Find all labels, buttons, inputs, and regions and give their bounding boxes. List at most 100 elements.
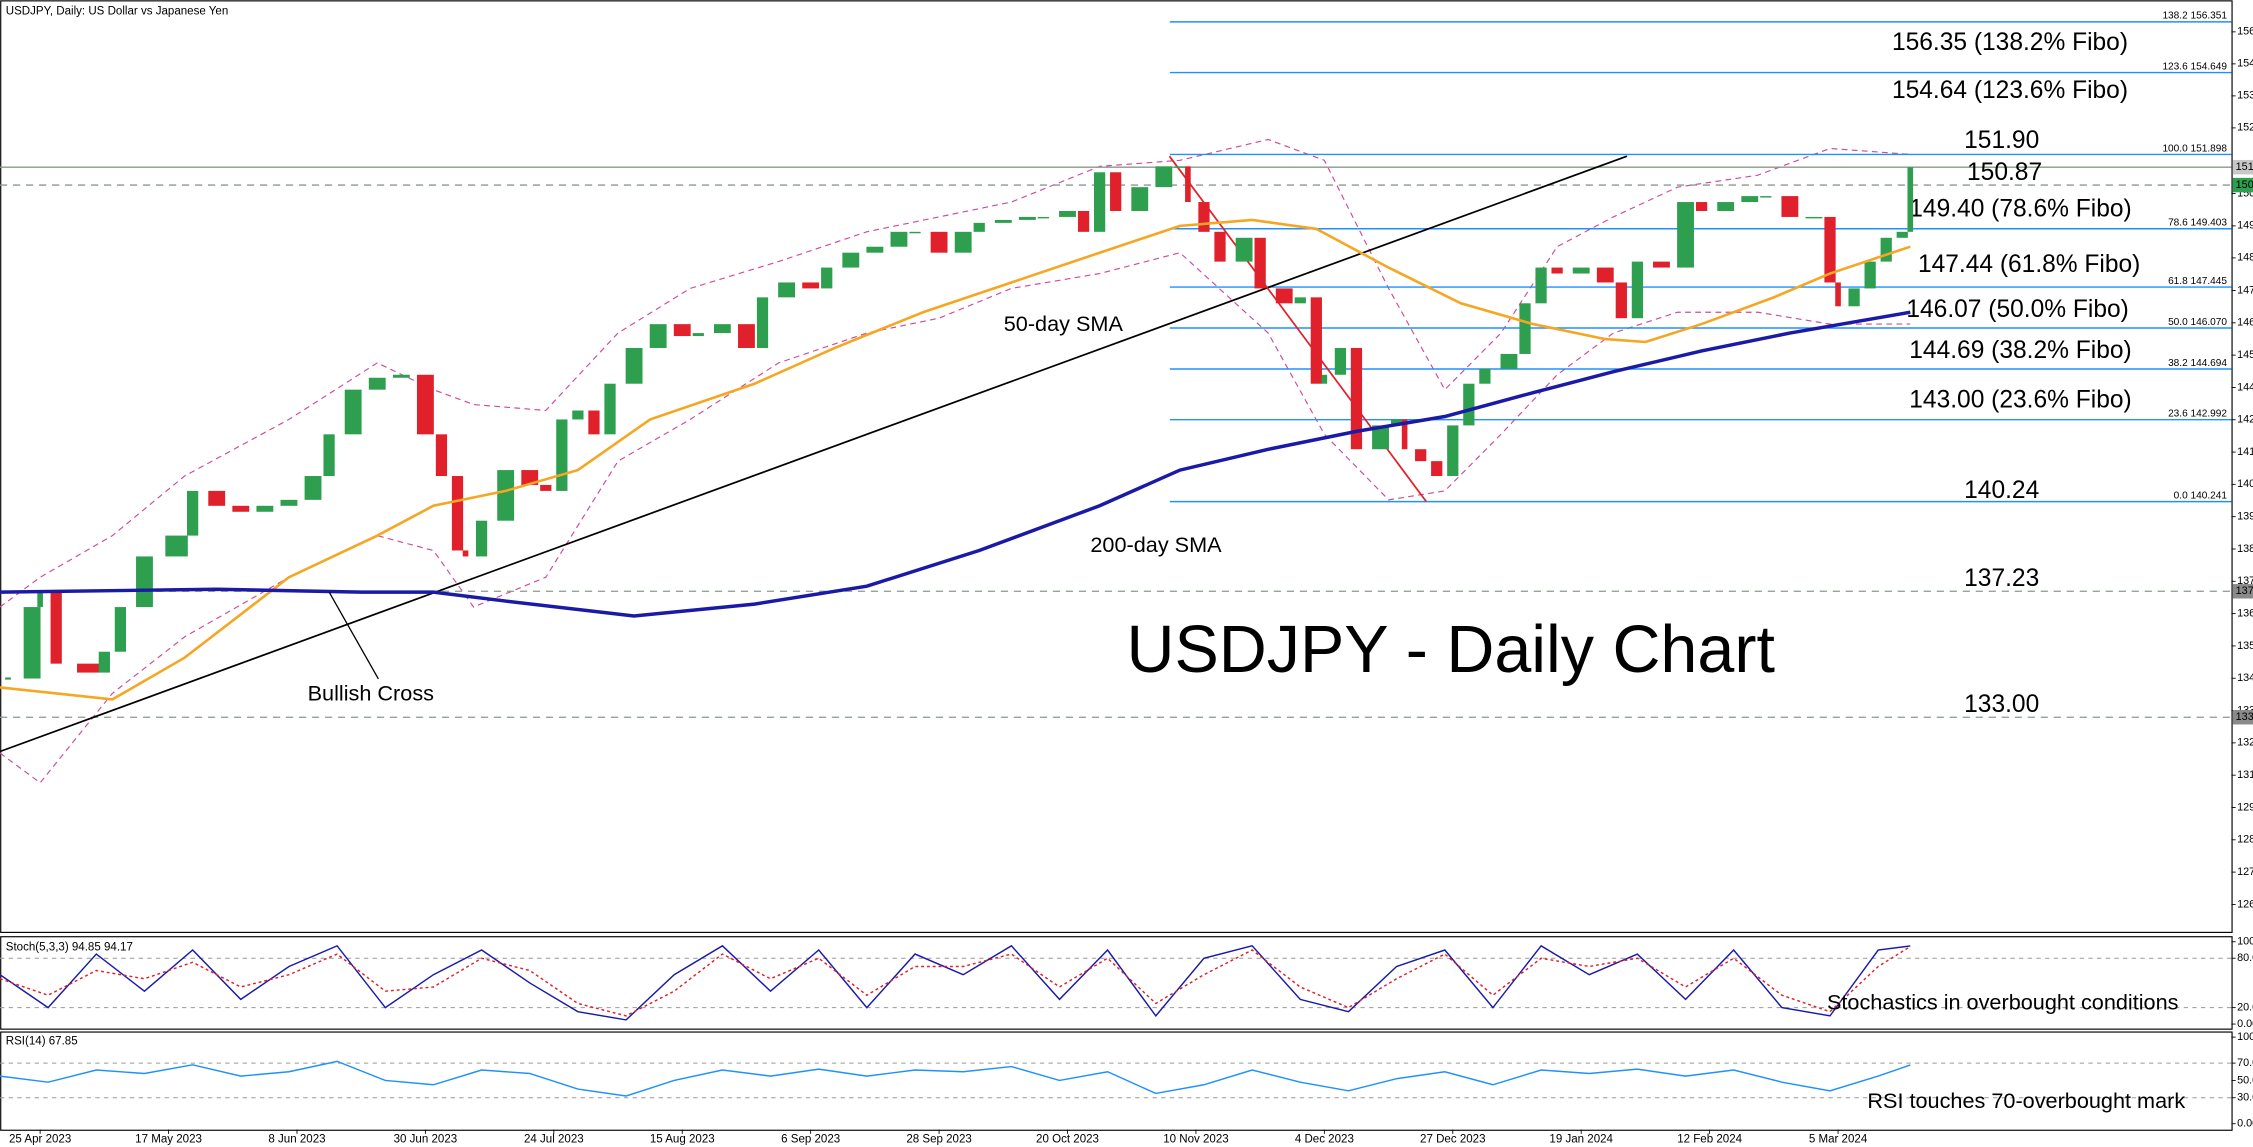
candle [1235,237,1253,262]
candle [1131,187,1149,211]
candle [1805,216,1823,219]
x-tick-label: 6 Sep 2023 [781,1134,840,1146]
candle [344,389,362,435]
candle [1695,202,1708,211]
x-tick-label: 12 Feb 2024 [1677,1134,1742,1146]
x-tick-label: 4 Dec 2023 [1295,1134,1354,1146]
candle [540,484,552,491]
y-tick-label: 127.800 [2237,866,2253,878]
candle [866,246,884,253]
y-tick-label: 144.075 [2237,381,2253,393]
y-tick-label: 80.00 [2237,952,2253,964]
rsi-note: RSI touches 70-overbought mark [1867,1088,2185,1113]
candle [1781,196,1799,217]
y-tick-label: 0.00 [2237,1018,2253,1030]
candle [604,383,616,435]
candle [713,324,731,334]
candle [1174,166,1186,168]
candle [1479,368,1491,384]
candle [165,535,188,557]
y-tick-label: 100.00 [2237,936,2253,948]
candle [323,434,335,477]
y-tick-label: 70.00 [2237,1057,2253,1069]
x-tick-label: 5 Mar 2024 [1809,1134,1868,1146]
candle [392,374,410,378]
candle [1880,237,1892,262]
x-tick-label: 30 Jun 2023 [394,1134,458,1146]
y-tick-label: 139.735 [2237,511,2253,523]
sma-label: 50-day SMA [1004,311,1124,336]
candle [1310,297,1322,384]
candle [673,324,691,337]
candle [1864,261,1876,289]
y-tick-label: 140.820 [2237,478,2253,490]
candle [23,607,41,679]
fibo-note: 144.69 (38.2% Fibo) [1909,337,2131,364]
y-tick-label: 135.395 [2237,640,2253,652]
candle [1631,261,1644,319]
y-tick-label: 141.905 [2237,446,2253,458]
candle [114,607,127,652]
y-tick-label: 128.885 [2237,834,2253,846]
candle [1155,166,1173,188]
y-tick-label: 30.00 [2237,1092,2253,1104]
candle [821,267,833,289]
candle [954,231,972,253]
candle [572,410,584,420]
y-tick-label: 149.500 [2237,220,2253,232]
price-tag-box [2232,177,2253,193]
fibo-tag: 123.6 154.649 [2162,61,2227,72]
candle [1321,374,1328,384]
candle [802,282,820,289]
price-tag: 151.471 [2236,161,2253,173]
candle [475,520,488,557]
candle [1596,267,1614,283]
candle [738,324,755,348]
x-tick-label: 8 Jun 2023 [268,1134,325,1146]
price-tag-box [2232,159,2253,175]
candle [1294,297,1306,304]
candle [368,377,386,390]
candle [1018,216,1036,220]
candle [1519,303,1531,354]
candle [232,505,250,512]
fibo-tag: 38.2 144.694 [2168,358,2227,369]
panel-frame [0,936,2233,1030]
x-tick-label: 25 Apr 2023 [9,1134,71,1146]
candle [1677,202,1694,268]
y-tick-label: 132.140 [2237,737,2253,749]
x-tick-label: 10 Nov 2023 [1163,1134,1228,1146]
y-tick-label: 129.970 [2237,801,2253,813]
fibo-tag: 23.6 142.992 [2168,409,2227,420]
x-tick-label: 20 Oct 2023 [1036,1134,1099,1146]
headline: USDJPY - Daily Chart [1127,613,1775,687]
x-tick-label: 19 Jan 2024 [1549,1134,1613,1146]
price-tag-box [2232,710,2253,725]
candle [1214,231,1226,262]
fibo-note: 151.90 [1964,127,2039,154]
y-tick-label: 142.990 [2237,414,2253,426]
candle [588,410,600,435]
candle [1500,353,1518,369]
sma-line [0,218,1911,701]
oscillator-line [0,945,1911,1017]
candle [1334,347,1347,375]
candle [994,219,1012,223]
y-tick-label: 100.00 [2237,1031,2253,1043]
candle [1551,267,1563,274]
candle [1907,167,1914,232]
x-tick-label: 24 Jul 2023 [524,1134,584,1146]
candle [930,231,948,253]
price-tag: 150.870 [2236,179,2253,191]
fibo-tag: 78.6 149.403 [2168,218,2227,229]
candle [1741,196,1759,203]
candle [256,505,274,512]
candle [1653,261,1670,268]
annotation-pointer [328,591,379,680]
candle [1059,210,1076,217]
fibo-tag: 61.8 147.445 [2168,276,2227,287]
candle [1254,237,1266,289]
sma-line [0,310,1911,618]
